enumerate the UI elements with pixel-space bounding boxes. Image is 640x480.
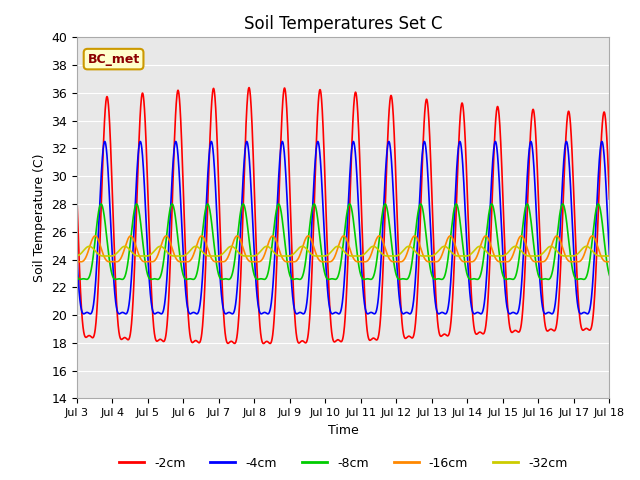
Title: Soil Temperatures Set C: Soil Temperatures Set C — [244, 15, 442, 33]
Legend: -2cm, -4cm, -8cm, -16cm, -32cm: -2cm, -4cm, -8cm, -16cm, -32cm — [114, 452, 572, 475]
Y-axis label: Soil Temperature (C): Soil Temperature (C) — [33, 154, 45, 282]
Text: BC_met: BC_met — [88, 53, 140, 66]
X-axis label: Time: Time — [328, 424, 358, 437]
